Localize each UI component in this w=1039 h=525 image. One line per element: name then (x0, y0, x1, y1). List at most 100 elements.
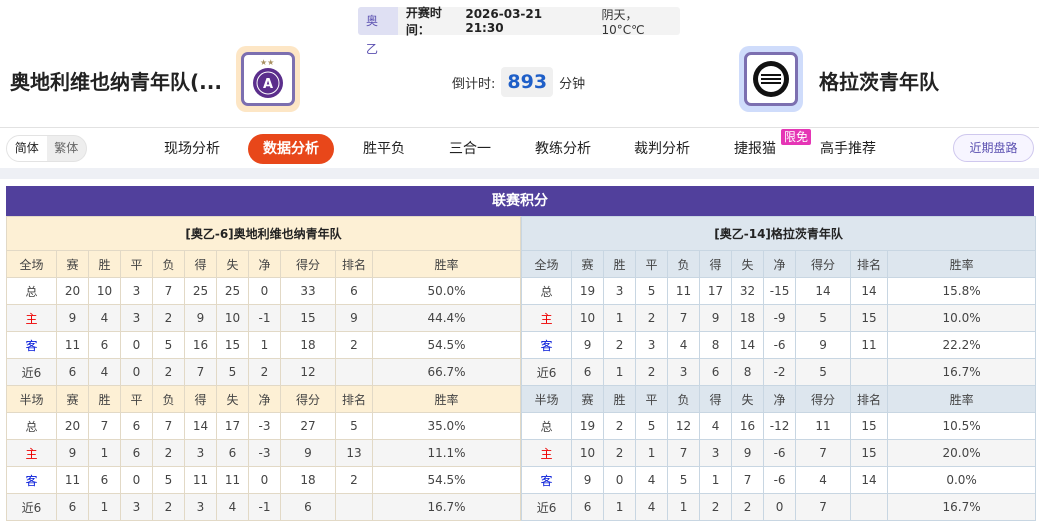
column-header: 失 (216, 250, 249, 278)
cell: 2 (603, 412, 637, 440)
lang-simplified[interactable]: 简体 (7, 136, 47, 161)
row-label: 总 (6, 412, 57, 440)
section-label: 全场 (6, 250, 57, 278)
cell: 11 (56, 331, 89, 359)
cell: 15 (280, 304, 336, 332)
tab-win-draw-lose[interactable]: 胜平负 (363, 141, 405, 157)
row-label: 客 (6, 331, 57, 359)
cell: 11 (795, 412, 852, 440)
lang-traditional[interactable]: 繁体 (54, 141, 79, 155)
tab-three-in-one[interactable]: 三合一 (449, 141, 491, 157)
cell: 2 (152, 304, 185, 332)
tab-data-analysis[interactable]: 数据分析 (248, 134, 334, 164)
column-header: 赛 (56, 250, 89, 278)
table-row: 总 20 10 3 7 25 25 0 33 6 50.0% (6, 277, 522, 305)
austria-wien-crest-icon: ★★ A (253, 58, 283, 98)
cell: 4 (699, 412, 733, 440)
cell: 9 (56, 439, 89, 467)
cell: 14 (184, 412, 217, 440)
league-label[interactable]: 奥乙 (358, 7, 398, 56)
column-header: 得 (699, 385, 733, 413)
cell: 6 (56, 358, 89, 386)
tab-jiebaomao[interactable]: 捷报猫 (734, 141, 776, 157)
column-header: 负 (667, 385, 701, 413)
row-label: 客 (6, 466, 57, 494)
cell: 10 (571, 304, 605, 332)
column-header: 胜 (603, 385, 637, 413)
cell: 7 (667, 439, 701, 467)
cell: 2 (248, 358, 281, 386)
table-row: 客 11 6 0 5 16 15 1 18 2 54.5% (6, 331, 522, 359)
cell: 2 (635, 304, 669, 332)
cell: 25 (184, 277, 217, 305)
tab-live-analysis[interactable]: 现场分析 (164, 141, 220, 157)
column-header: 得 (699, 250, 733, 278)
row-label: 总 (521, 277, 573, 305)
cell: 4 (635, 466, 669, 494)
cell: 6 (56, 493, 89, 521)
table-row: 客 9 2 3 4 8 14 -6 9 11 22.2% (521, 331, 1037, 359)
cell: 18 (280, 466, 336, 494)
cell: 7 (731, 466, 765, 494)
cell: 5 (216, 358, 249, 386)
cell: 12 (280, 358, 336, 386)
header-row: 全场赛胜平负得失净得分 排名 胜率 (521, 250, 1037, 278)
away-team-logo[interactable] (739, 46, 803, 112)
row-label: 主 (521, 439, 573, 467)
section-label: 半场 (6, 385, 57, 413)
cell (335, 493, 373, 521)
cell: -6 (763, 439, 797, 467)
cell: 32 (731, 277, 765, 305)
cell: 6 (88, 331, 121, 359)
cell: 1 (603, 358, 637, 386)
cell: 3 (120, 493, 153, 521)
cell: 0 (120, 331, 153, 359)
cell: 22.2% (887, 331, 1037, 359)
cell: 9 (56, 304, 89, 332)
cell: -6 (763, 466, 797, 494)
column-header: 净 (763, 250, 797, 278)
cell: 3 (120, 304, 153, 332)
recent-handicap-button[interactable]: 近期盘路 (953, 134, 1034, 162)
cell: 4 (795, 466, 852, 494)
kickoff-label: 开赛时间： (405, 6, 442, 37)
cell: 1 (248, 331, 281, 359)
cell: 54.5% (371, 466, 522, 494)
cell: 4 (216, 493, 249, 521)
row-label: 总 (6, 277, 57, 305)
countdown-label: 倒计时: (452, 76, 496, 92)
cell: -12 (763, 412, 797, 440)
cell: 20 (56, 277, 89, 305)
cell: 7 (152, 412, 185, 440)
cell: 9 (699, 304, 733, 332)
table-row: 主 9 4 3 2 9 10 -1 15 9 44.4% (6, 304, 522, 332)
away-team-name[interactable]: 格拉茨青年队 (819, 70, 939, 94)
cell: 5 (335, 412, 373, 440)
cell: 5 (667, 466, 701, 494)
column-header: 赛 (56, 385, 89, 413)
cell: 1 (635, 439, 669, 467)
cell: 9 (731, 439, 765, 467)
column-header: 得分 (280, 385, 336, 413)
cell: 5 (635, 277, 669, 305)
cell: 10 (571, 439, 605, 467)
cell: 6 (335, 277, 373, 305)
cell: 15.8% (887, 277, 1037, 305)
sturm-graz-crest-icon (753, 61, 789, 97)
cell: 10.0% (887, 304, 1037, 332)
section-label: 全场 (521, 250, 573, 278)
cell: -1 (248, 304, 281, 332)
row-label: 客 (521, 331, 573, 359)
tab-referee-analysis[interactable]: 裁判分析 (634, 141, 690, 157)
cell: 9 (571, 466, 605, 494)
tab-expert-picks[interactable]: 高手推荐 (820, 141, 876, 157)
cell: 8 (731, 358, 765, 386)
cell: 1 (667, 493, 701, 521)
header-row: 全场赛胜平负得失净得分 排名 胜率 (6, 250, 522, 278)
tab-coach-analysis[interactable]: 教练分析 (535, 141, 591, 157)
cell: 10 (88, 277, 121, 305)
home-team-logo[interactable]: ★★ A (236, 46, 300, 112)
home-team-name[interactable]: 奥地利维也纳青年队(... (10, 70, 222, 94)
column-header: 排名 (850, 250, 889, 278)
row-label: 主 (521, 304, 573, 332)
